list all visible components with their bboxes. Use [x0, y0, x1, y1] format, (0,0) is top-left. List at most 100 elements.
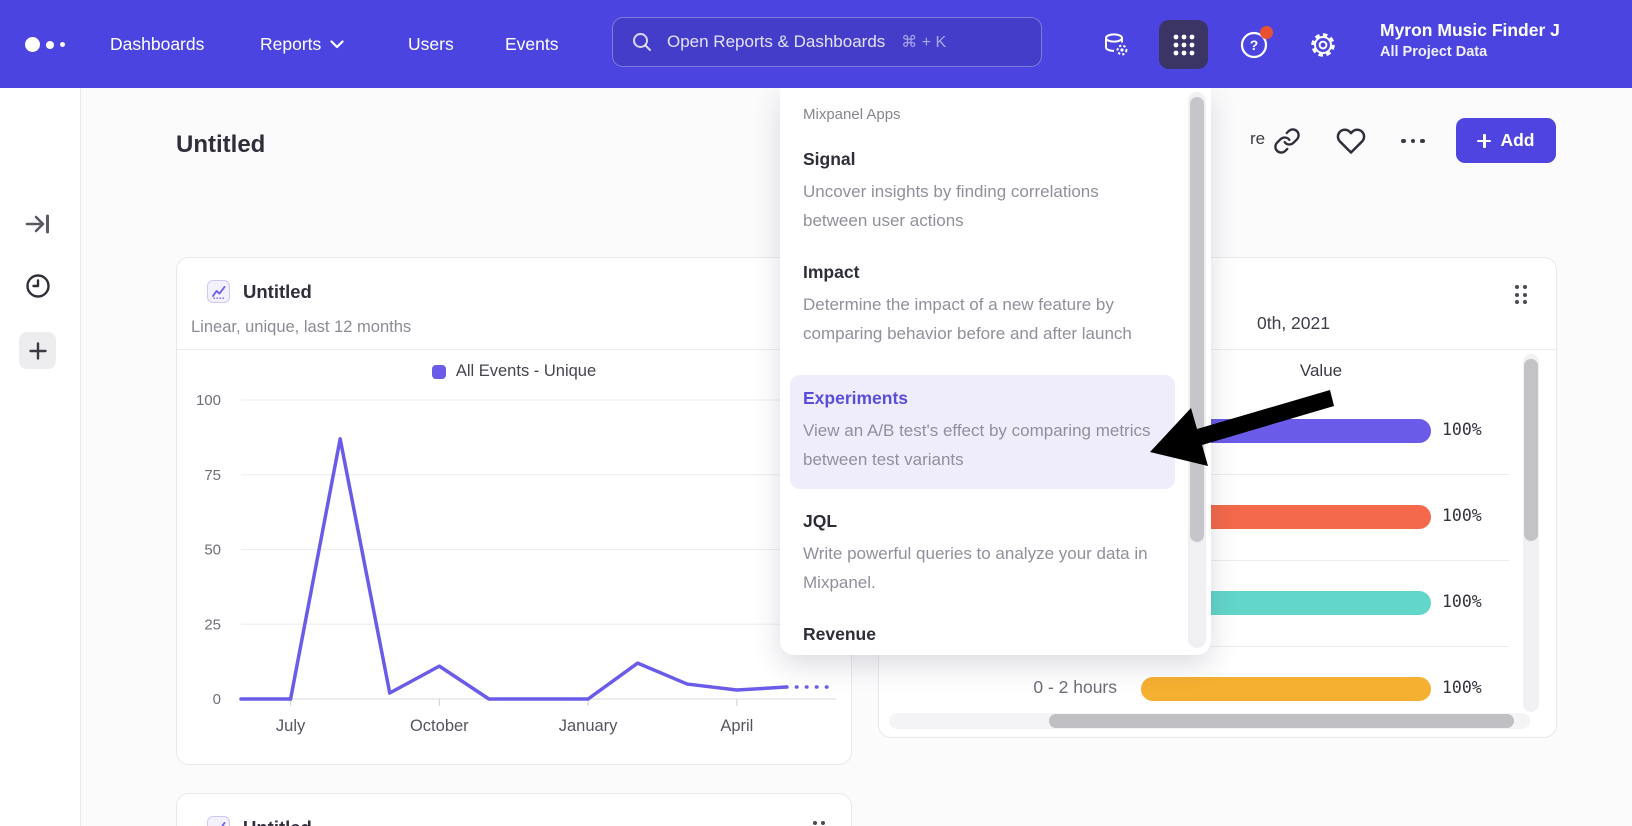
link-icon: [1274, 128, 1300, 154]
svg-text:January: January: [559, 717, 618, 735]
scrollbar-thumb[interactable]: [1190, 97, 1204, 542]
page-title: Untitled: [176, 131, 266, 158]
menu-item-description: Uncover insights by finding correlations…: [803, 182, 1099, 230]
search-placeholder: Open Reports & Dashboards: [667, 32, 886, 51]
search-shortcut: ⌘ + K: [901, 34, 947, 51]
chart-legend[interactable]: All Events - Unique: [177, 362, 851, 381]
bar-value-label: 100%: [1442, 678, 1482, 697]
add-button-label: Add: [1500, 130, 1535, 150]
line-chart-plot[interactable]: 0 25 50 75 100 July October January April: [177, 378, 853, 743]
drag-handle-icon[interactable]: [813, 821, 825, 826]
report-icon-box: [207, 816, 230, 826]
svg-text:0: 0: [213, 691, 221, 708]
card-header-divider: [177, 349, 851, 350]
apps-grid-icon: [1173, 34, 1194, 55]
menu-item-description: View an A/B test's effect by comparing m…: [803, 421, 1151, 469]
expand-right-icon: [25, 214, 49, 233]
bar-value-label: 100%: [1442, 592, 1482, 611]
svg-text:25: 25: [204, 616, 221, 633]
scrollbar-thumb[interactable]: [1524, 359, 1538, 541]
row-label: 0 - 2 hours: [1033, 677, 1117, 697]
recent-button[interactable]: [19, 267, 56, 304]
svg-text:April: April: [720, 717, 753, 735]
nav-events[interactable]: Events: [505, 0, 559, 88]
favorite-button[interactable]: [1334, 124, 1368, 158]
project-name: All Project Data: [1380, 44, 1488, 60]
value-column-header: Value: [1299, 361, 1343, 380]
share-button-partial[interactable]: re: [1250, 129, 1266, 148]
copy-link-button[interactable]: [1270, 124, 1304, 158]
chevron-down-icon: [330, 39, 344, 48]
menu-item-experiments[interactable]: Experiments View an A/B test's effect by…: [790, 375, 1175, 489]
notification-dot: [1260, 26, 1273, 39]
menu-item-impact[interactable]: Impact Determine the impact of a new fea…: [803, 262, 1165, 348]
help-button[interactable]: ?: [1229, 20, 1278, 69]
nav-users[interactable]: Users: [408, 0, 454, 88]
chart-card-title[interactable]: Untitled: [243, 817, 312, 826]
account-menu[interactable]: Myron Music Finder J All Project Data: [1380, 20, 1630, 60]
nav-reports[interactable]: Reports: [260, 0, 344, 88]
line-chart-icon: [211, 285, 225, 299]
plus-icon: [1477, 133, 1492, 148]
help-icon: ?: [1240, 31, 1267, 58]
nav-dashboards-label: Dashboards: [110, 33, 205, 54]
menu-item-jql[interactable]: JQL Write powerful queries to analyze yo…: [803, 511, 1165, 597]
search-icon: [633, 33, 651, 51]
expand-sidebar-button[interactable]: [19, 205, 56, 242]
heart-icon: [1336, 128, 1366, 154]
nav-events-label: Events: [505, 33, 559, 54]
dropdown-scrollbar[interactable]: [1188, 92, 1206, 648]
bar-value-label: 100%: [1442, 506, 1482, 525]
mixpanel-logo[interactable]: [25, 37, 65, 52]
legend-label: All Events - Unique: [455, 362, 597, 380]
menu-item-signal[interactable]: Signal Uncover insights by finding corre…: [803, 149, 1165, 235]
horizontal-scrollbar[interactable]: [889, 713, 1530, 729]
apps-menu-header: Mixpanel Apps: [803, 106, 901, 123]
svg-text:?: ?: [1249, 37, 1258, 53]
svg-text:50: 50: [204, 542, 221, 559]
report-icon-box: [207, 280, 230, 303]
bar-value-label: 100%: [1442, 420, 1482, 439]
apps-menu-button[interactable]: [1159, 20, 1208, 69]
database-gear-icon: [1104, 32, 1127, 55]
user-name: Myron Music Finder J: [1380, 20, 1560, 40]
legend-swatch: [431, 364, 446, 379]
value-bar: [1141, 677, 1431, 701]
scrollbar-thumb[interactable]: [1049, 714, 1514, 728]
nav-dashboards[interactable]: Dashboards: [110, 0, 204, 88]
second-chart-card: Untitled: [176, 793, 852, 826]
menu-item-description: Write powerful queries to analyze your d…: [803, 544, 1148, 592]
svg-text:100: 100: [196, 392, 221, 409]
settings-button[interactable]: [1298, 20, 1347, 69]
global-search-input[interactable]: Open Reports & Dashboards ⌘ + K: [612, 17, 1042, 67]
top-nav: Dashboards Reports Users Events Open Rep…: [0, 0, 1632, 88]
ellipsis-icon: [1401, 138, 1425, 144]
apps-dropdown: Mixpanel Apps Signal Uncover insights by…: [780, 88, 1211, 655]
line-chart-card: Untitled Linear, unique, last 12 months …: [176, 257, 852, 765]
svg-text:75: 75: [204, 467, 221, 484]
table-row[interactable]: 0 - 2 hours 100%: [879, 646, 1509, 732]
menu-item-title: Impact: [803, 262, 860, 282]
menu-item-title: Experiments: [803, 388, 909, 408]
add-section-button[interactable]: [19, 332, 56, 369]
plus-icon: [28, 341, 47, 360]
chart-card-subtitle: Linear, unique, last 12 months: [191, 318, 412, 336]
line-chart-icon: [215, 821, 225, 826]
menu-item-description: Determine the impact of a new feature by…: [803, 295, 1132, 343]
left-sidebar: [0, 88, 81, 826]
menu-item-revenue[interactable]: Revenue: [803, 624, 1165, 645]
vertical-scrollbar[interactable]: [1523, 354, 1539, 712]
gear-icon: [1310, 32, 1335, 57]
card-header-divider: [879, 349, 1556, 350]
menu-item-title: Revenue: [803, 624, 876, 644]
menu-item-title: Signal: [803, 149, 856, 169]
clock-icon: [25, 273, 50, 298]
more-options-button[interactable]: [1396, 124, 1430, 158]
svg-text:July: July: [276, 717, 306, 735]
nav-users-label: Users: [408, 33, 454, 54]
table-card-date: 0th, 2021: [1257, 313, 1330, 333]
add-button[interactable]: Add: [1456, 118, 1556, 163]
data-management-button[interactable]: [1091, 20, 1140, 69]
drag-handle-icon[interactable]: [1515, 285, 1527, 304]
chart-card-title[interactable]: Untitled: [243, 281, 312, 302]
